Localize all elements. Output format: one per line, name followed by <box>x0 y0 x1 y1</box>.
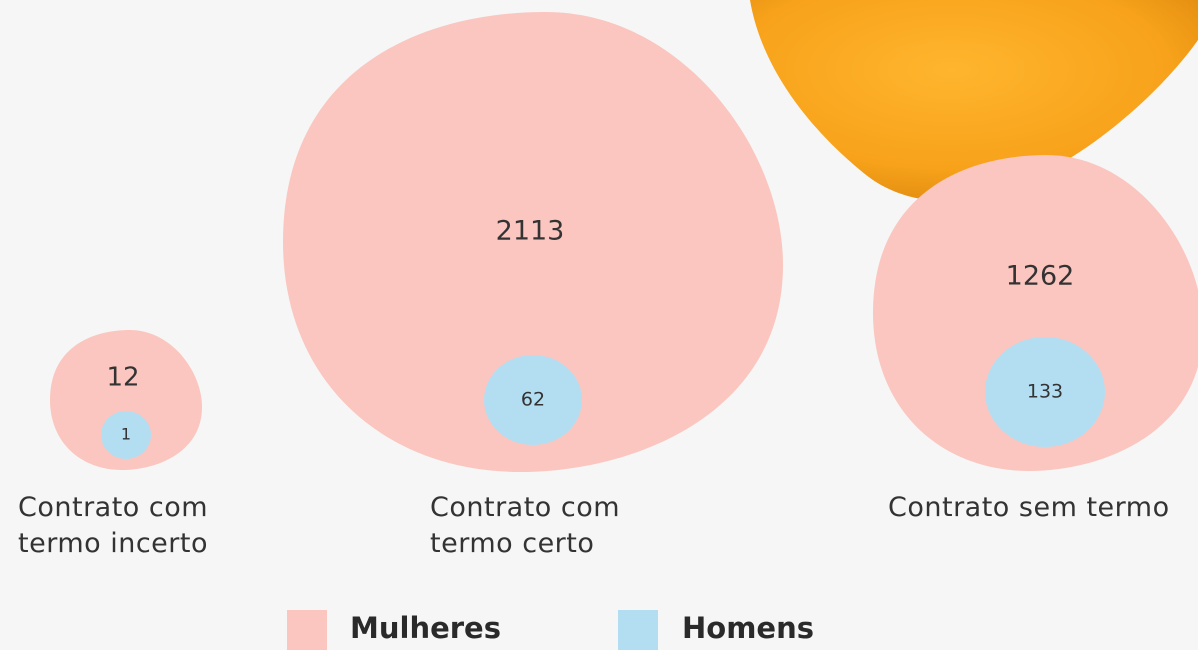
category-label: Contrato com termo certo <box>430 490 660 562</box>
men-value-label: 133 <box>1027 381 1063 403</box>
women-value-label: 1262 <box>1006 261 1075 292</box>
category-label: Contrato sem termo <box>888 490 1198 526</box>
page: {"chart_data": {"type": "nested-bubble",… <box>0 0 1198 645</box>
legend-swatch <box>618 610 658 650</box>
men-value-label: 1 <box>121 425 131 444</box>
women-value-label: 12 <box>106 363 139 393</box>
legend-swatch <box>287 610 327 650</box>
category-label: Contrato com termo incerto <box>18 490 248 562</box>
legend-label: Mulheres <box>350 610 501 646</box>
legend-label: Homens <box>682 610 814 646</box>
men-value-label: 62 <box>521 389 545 411</box>
women-value-label: 2113 <box>496 216 565 247</box>
